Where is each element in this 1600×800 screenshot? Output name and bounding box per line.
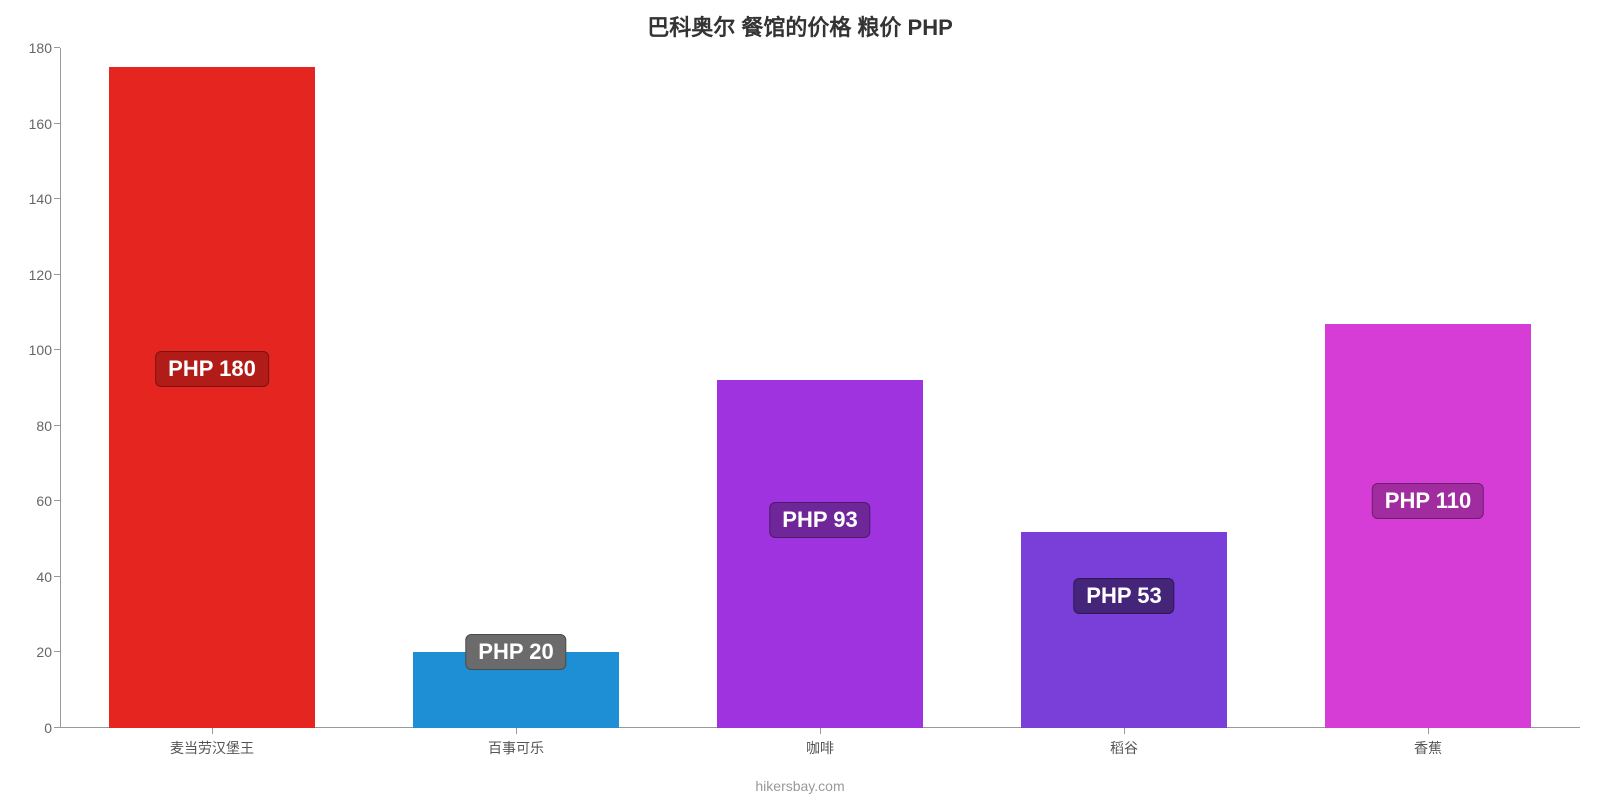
- x-category-label: 稻谷: [1110, 728, 1138, 758]
- bar: [1021, 532, 1228, 728]
- x-category-label: 百事可乐: [488, 728, 544, 758]
- x-category-label: 咖啡: [806, 728, 834, 758]
- y-tick-label: 20: [36, 644, 52, 660]
- bar-value-label: PHP 180: [155, 351, 269, 387]
- y-tick-label: 120: [29, 267, 52, 283]
- chart-title: 巴科奥尔 餐馆的价格 粮价 PHP: [0, 10, 1600, 42]
- bar: [1325, 324, 1532, 728]
- plot-area: 麦当劳汉堡王PHP 180百事可乐PHP 20咖啡PHP 93稻谷PHP 53香…: [60, 48, 1580, 728]
- y-tick-label: 140: [29, 191, 52, 207]
- bar-value-label: PHP 20: [465, 634, 566, 670]
- y-axis-line: [60, 48, 61, 728]
- x-category-label: 香蕉: [1414, 728, 1442, 758]
- y-tick-label: 60: [36, 493, 52, 509]
- y-tick-label: 40: [36, 569, 52, 585]
- bar: [109, 67, 316, 728]
- bar: [717, 380, 924, 728]
- bar-value-label: PHP 93: [769, 502, 870, 538]
- y-tick-label: 160: [29, 116, 52, 132]
- y-tick-label: 100: [29, 342, 52, 358]
- chart-footer: hikersbay.com: [0, 778, 1600, 794]
- bar-value-label: PHP 53: [1073, 578, 1174, 614]
- y-tick-label: 80: [36, 418, 52, 434]
- y-tick-label: 180: [29, 40, 52, 56]
- y-axis: 020406080100120140160180: [0, 48, 60, 728]
- x-category-label: 麦当劳汉堡王: [170, 728, 254, 758]
- price-bar-chart: 巴科奥尔 餐馆的价格 粮价 PHP 0 20 40 60 80 100 120 140 160 1…: [0, 0, 1600, 800]
- y-tick-label: 0: [44, 720, 52, 736]
- bar-value-label: PHP 110: [1372, 483, 1484, 519]
